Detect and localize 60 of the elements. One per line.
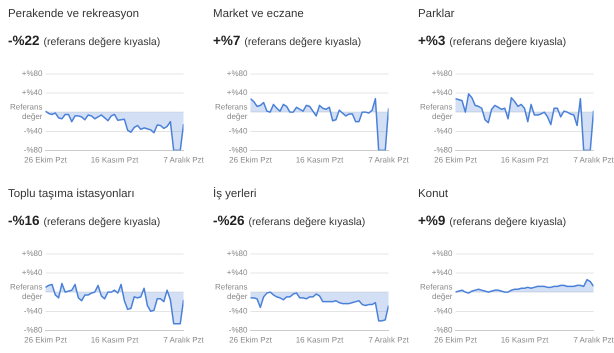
- y-tick-label: Referans değer: [420, 102, 453, 122]
- y-tick-label: -%40: [24, 306, 43, 316]
- chart-subtitle: +%3 (referans değere kıyasla): [418, 33, 566, 48]
- chart-title: İş yerleri: [213, 188, 256, 200]
- y-tick-label: +%80: [22, 69, 44, 78]
- x-tick-label: 26 Ekim Pzt: [434, 335, 478, 344]
- x-tick-label: 7 Aralık Pzt: [163, 155, 205, 164]
- x-tick-label: 7 Aralık Pzt: [573, 155, 614, 164]
- y-tick-label: -%80: [434, 146, 453, 155]
- y-tick-label: -%40: [24, 126, 43, 136]
- y-tick-label: Referans değer: [214, 282, 248, 302]
- x-tick-label: 16 Kasım Pzt: [296, 335, 344, 344]
- chart-title: Perakende ve rekreasyon: [8, 8, 140, 20]
- y-tick-label: -%80: [228, 326, 248, 335]
- x-tick-label: 26 Ekim Pzt: [24, 155, 68, 164]
- x-tick-label: 16 Kasım Pzt: [90, 335, 140, 344]
- x-tick-label: 7 Aralık Pzt: [163, 335, 205, 344]
- chart-subtitle: -%16 (referans değere kıyasla): [8, 213, 160, 228]
- y-tick-label: +%80: [432, 69, 454, 78]
- y-tick-label: Referans değer: [10, 282, 43, 302]
- y-tick-label: Referans değer: [10, 102, 43, 122]
- y-tick-label: -%40: [434, 306, 453, 316]
- chart-subtitle: -%26 (referans değere kıyasla): [213, 213, 366, 228]
- y-tick-label: Referans değer: [420, 282, 453, 302]
- x-tick-label: 7 Aralık Pzt: [368, 335, 410, 344]
- y-tick-label: +%80: [432, 249, 454, 258]
- chart-title: Konut: [418, 188, 448, 200]
- x-tick-label: 16 Kasım Pzt: [500, 155, 550, 164]
- chart-subtitle: +%9 (referans değere kıyasla): [418, 213, 566, 228]
- x-tick-label: 16 Kasım Pzt: [500, 335, 550, 344]
- y-tick-label: -%80: [434, 326, 453, 335]
- y-tick-label: +%80: [22, 249, 44, 258]
- y-tick-label: +%40: [432, 88, 454, 98]
- y-tick-label: +%40: [22, 88, 44, 98]
- chart-subtitle: -%22 (referans değere kıyasla): [8, 33, 160, 48]
- x-tick-label: 26 Ekim Pzt: [434, 155, 478, 164]
- x-tick-label: 7 Aralık Pzt: [368, 155, 410, 164]
- x-tick-label: 26 Ekim Pzt: [24, 335, 68, 344]
- y-tick-label: +%80: [226, 69, 248, 78]
- x-tick-label: 16 Kasım Pzt: [296, 155, 344, 164]
- y-tick-label: -%80: [24, 146, 43, 155]
- y-tick-label: +%80: [226, 249, 248, 258]
- y-tick-label: Referans değer: [214, 102, 248, 122]
- x-tick-label: 16 Kasım Pzt: [90, 155, 140, 164]
- chart-title: Parklar: [418, 8, 454, 20]
- y-tick-label: +%40: [432, 268, 454, 278]
- y-tick-label: -%40: [228, 126, 248, 136]
- y-tick-label: -%80: [24, 326, 43, 335]
- y-tick-label: -%40: [228, 306, 248, 316]
- chart-subtitle: +%7 (referans değere kıyasla): [213, 33, 362, 48]
- x-tick-label: 26 Ekim Pzt: [229, 335, 273, 344]
- chart-title: Market ve eczane: [213, 8, 304, 20]
- chart-title: Toplu taşıma istasyonları: [8, 188, 135, 200]
- y-tick-label: -%40: [434, 126, 453, 136]
- y-tick-label: +%40: [226, 88, 248, 98]
- y-tick-label: -%80: [228, 146, 248, 155]
- x-tick-label: 26 Ekim Pzt: [229, 155, 273, 164]
- y-tick-label: +%40: [22, 268, 44, 278]
- y-tick-label: +%40: [226, 268, 248, 278]
- x-tick-label: 7 Aralık Pzt: [573, 335, 614, 344]
